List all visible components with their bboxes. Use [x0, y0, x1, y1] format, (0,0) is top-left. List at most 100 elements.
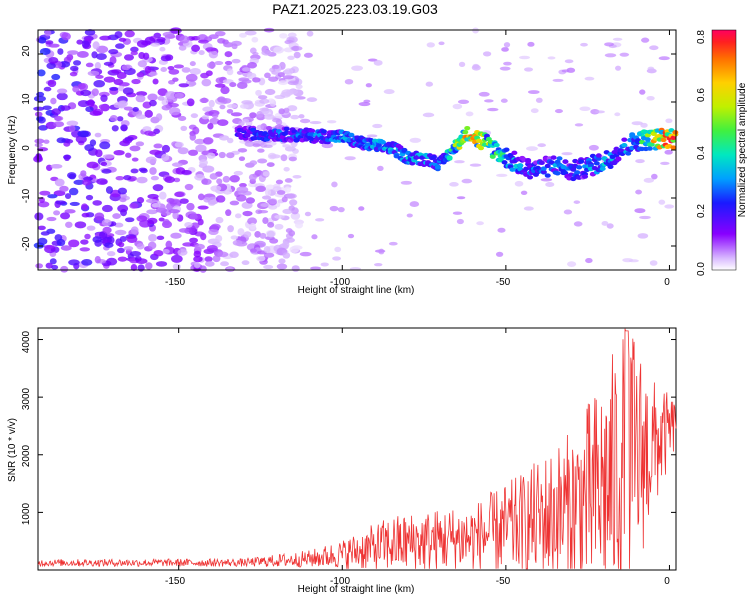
- heatmap-cell: [104, 242, 114, 248]
- heatmap-cell: [116, 116, 124, 122]
- snr-x-label: Height of straight line (km): [298, 584, 415, 595]
- heatmap-cell: [173, 64, 184, 69]
- heatmap-cell: [135, 94, 146, 103]
- heatmap-cell: [456, 218, 464, 225]
- colorbar-tick-label: 0.4: [696, 146, 707, 160]
- spectrogram-y-label: Frequency (Hz): [7, 116, 18, 185]
- heatmap-cell: [249, 222, 256, 230]
- heatmap-cell: [194, 174, 206, 181]
- heatmap-cell: [186, 202, 195, 211]
- heatmap-cell: [293, 51, 301, 59]
- x-tick-label: 0: [664, 576, 670, 587]
- heatmap-cell: [118, 37, 127, 42]
- heatmap-cell: [125, 152, 132, 158]
- heatmap-cell: [606, 223, 614, 229]
- heatmap-cell: [37, 116, 46, 124]
- heatmap-cell: [184, 183, 194, 191]
- heatmap-cell: [118, 82, 130, 87]
- y-tick-label: 0: [21, 145, 32, 151]
- heatmap-cell: [38, 124, 48, 131]
- heatmap-cell: [229, 82, 237, 88]
- heatmap-cell: [422, 112, 435, 118]
- heatmap-cell: [147, 93, 158, 102]
- heatmap-cell: [331, 181, 338, 188]
- heatmap-cell: [60, 265, 69, 273]
- heatmap-cell: [278, 258, 286, 264]
- heatmap-cell: [241, 260, 250, 266]
- heatmap-cell: [206, 152, 216, 159]
- heatmap-cell: [159, 46, 166, 52]
- heatmap-cell: [279, 33, 288, 39]
- heatmap-cell: [457, 99, 470, 104]
- snr-frame: [37, 327, 677, 571]
- heatmap-cell: [607, 164, 614, 169]
- heatmap-cell: [527, 41, 535, 47]
- heatmap-cell: [315, 218, 325, 222]
- heatmap-cell: [117, 204, 129, 213]
- spectrogram-x-label: Height of straight line (km): [298, 285, 415, 296]
- heatmap-cell: [283, 107, 290, 114]
- x-tick-label: -50: [496, 576, 511, 587]
- heatmap-cell: [210, 223, 221, 230]
- heatmap-cell: [241, 100, 253, 105]
- colorbar-tick-label: 0.0: [696, 262, 707, 276]
- spectrogram-panel: -150 -100 -50 0 Height of straight line …: [7, 27, 679, 296]
- heatmap-cell: [39, 190, 51, 196]
- heatmap-cell: [268, 76, 279, 82]
- heatmap-cell: [400, 180, 413, 185]
- heatmap-cell: [49, 258, 57, 265]
- heatmap-cell: [129, 250, 142, 257]
- heatmap-cell: [148, 233, 157, 242]
- heatmap-cell: [40, 231, 50, 236]
- heatmap-cell: [138, 51, 146, 60]
- heatmap-cell: [239, 103, 249, 109]
- heatmap-cell: [117, 256, 128, 262]
- heatmap-cell: [220, 86, 230, 95]
- heatmap-cell: [34, 111, 43, 117]
- heatmap-cell: [113, 150, 125, 156]
- heatmap-cell: [262, 171, 270, 177]
- heatmap-cell: [201, 78, 212, 87]
- heatmap-cell: [92, 41, 100, 50]
- heatmap-cell: [275, 119, 283, 126]
- heatmap-cell: [146, 209, 156, 214]
- heatmap-cell: [334, 246, 342, 253]
- heatmap-cell: [115, 43, 125, 49]
- heatmap-cell: [266, 162, 275, 168]
- heatmap-cell: [525, 157, 532, 163]
- heatmap-cell: [64, 139, 74, 144]
- heatmap-cell: [46, 216, 57, 222]
- heatmap-cell: [287, 105, 298, 112]
- heatmap-cell: [130, 51, 138, 56]
- heatmap-cell: [344, 78, 354, 85]
- heatmap-cell: [257, 148, 265, 153]
- heatmap-cell: [348, 132, 355, 138]
- heatmap-cell: [179, 198, 189, 204]
- heatmap-cell: [264, 114, 275, 120]
- heatmap-cell: [130, 168, 139, 174]
- heatmap-cell: [170, 232, 182, 239]
- heatmap-cell: [229, 175, 240, 183]
- heatmap-cell: [248, 173, 257, 181]
- heatmap-cell: [162, 249, 170, 254]
- heatmap-cell: [283, 167, 290, 172]
- heatmap-cell: [215, 216, 224, 224]
- heatmap-cell: [193, 266, 201, 272]
- heatmap-cell: [548, 160, 555, 165]
- heatmap-cell: [38, 36, 47, 44]
- heatmap-cell: [224, 51, 233, 58]
- heatmap-cell: [263, 264, 274, 270]
- heatmap-cell: [377, 165, 384, 172]
- heatmap-cell: [247, 62, 258, 69]
- heatmap-cell: [291, 45, 299, 52]
- heatmap-cell: [189, 237, 198, 244]
- heatmap-cell: [501, 160, 508, 165]
- heatmap-cell: [499, 66, 511, 71]
- heatmap-cell: [48, 43, 60, 48]
- heatmap-cell: [189, 133, 197, 141]
- heatmap-cell: [282, 144, 291, 148]
- colorbar-tick-label: 0.8: [696, 30, 707, 44]
- heatmap-cell: [257, 158, 268, 164]
- heatmap-cell: [116, 247, 125, 254]
- heatmap-cell: [235, 213, 242, 219]
